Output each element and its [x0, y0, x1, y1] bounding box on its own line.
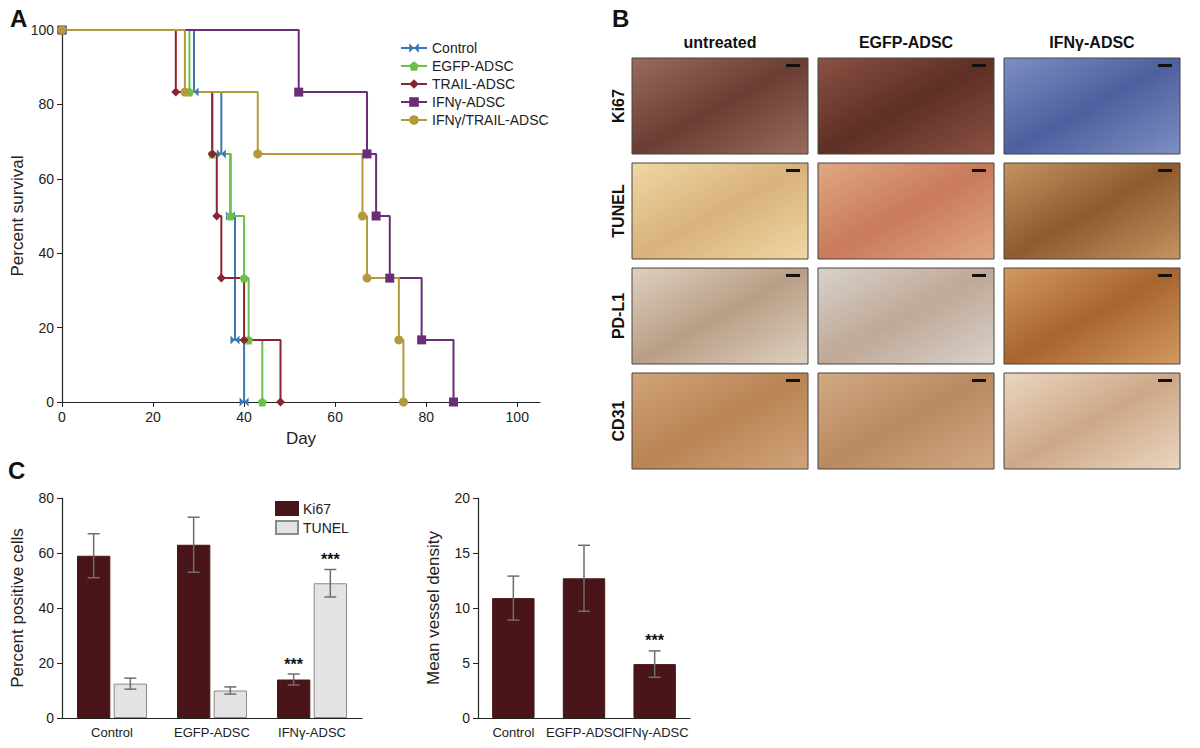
- svg-text:0: 0: [46, 710, 54, 726]
- svg-text:IFNγ/TRAIL-ADSC: IFNγ/TRAIL-ADSC: [432, 112, 549, 128]
- svg-text:20: 20: [38, 320, 54, 336]
- svg-text:TUNEL: TUNEL: [303, 520, 349, 536]
- svg-text:0: 0: [58, 409, 66, 425]
- svg-text:80: 80: [418, 409, 434, 425]
- svg-text:C: C: [8, 457, 25, 484]
- svg-text:60: 60: [38, 171, 54, 187]
- svg-text:B: B: [612, 5, 629, 32]
- svg-text:EGFP-ADSC: EGFP-ADSC: [546, 725, 622, 740]
- svg-text:Percent positive cells: Percent positive cells: [8, 528, 27, 688]
- svg-text:PD-L1: PD-L1: [610, 293, 627, 339]
- svg-text:40: 40: [236, 409, 252, 425]
- svg-text:***: ***: [284, 656, 303, 673]
- svg-text:Percent survival: Percent survival: [8, 156, 27, 277]
- svg-text:IFNγ-ADSC: IFNγ-ADSC: [278, 725, 346, 740]
- svg-text:Control: Control: [492, 725, 534, 740]
- svg-text:20: 20: [145, 409, 161, 425]
- svg-text:20: 20: [454, 490, 470, 506]
- svg-text:A: A: [10, 5, 27, 32]
- svg-text:TRAIL-ADSC: TRAIL-ADSC: [432, 76, 515, 92]
- svg-text:TUNEL: TUNEL: [610, 184, 627, 238]
- svg-text:EGFP-ADSC: EGFP-ADSC: [859, 34, 954, 51]
- svg-text:20: 20: [38, 655, 54, 671]
- svg-text:Day: Day: [286, 429, 317, 448]
- svg-text:Ki67: Ki67: [303, 501, 331, 517]
- svg-text:15: 15: [454, 545, 470, 561]
- svg-text:IFNγ-ADSC: IFNγ-ADSC: [621, 725, 689, 740]
- svg-text:80: 80: [38, 96, 54, 112]
- svg-text:EGFP-ADSC: EGFP-ADSC: [432, 58, 514, 74]
- svg-text:***: ***: [645, 632, 664, 649]
- svg-text:Mean vessel density: Mean vessel density: [424, 530, 443, 685]
- svg-text:40: 40: [38, 600, 54, 616]
- svg-text:100: 100: [31, 22, 55, 38]
- svg-text:40: 40: [38, 245, 54, 261]
- svg-text:IFNγ-ADSC: IFNγ-ADSC: [432, 94, 505, 110]
- svg-text:100: 100: [506, 409, 530, 425]
- svg-text:5: 5: [462, 655, 470, 671]
- svg-text:60: 60: [38, 545, 54, 561]
- svg-text:0: 0: [462, 710, 470, 726]
- svg-text:EGFP-ADSC: EGFP-ADSC: [174, 725, 250, 740]
- svg-text:CD31: CD31: [610, 400, 627, 441]
- svg-text:***: ***: [321, 551, 340, 568]
- svg-text:untreated: untreated: [684, 34, 757, 51]
- svg-text:80: 80: [38, 490, 54, 506]
- svg-text:10: 10: [454, 600, 470, 616]
- svg-text:60: 60: [327, 409, 343, 425]
- svg-text:0: 0: [46, 394, 54, 410]
- svg-text:Control: Control: [91, 725, 133, 740]
- svg-text:IFNγ-ADSC: IFNγ-ADSC: [1049, 34, 1135, 51]
- svg-text:Control: Control: [432, 40, 477, 56]
- svg-text:Ki67: Ki67: [610, 89, 627, 123]
